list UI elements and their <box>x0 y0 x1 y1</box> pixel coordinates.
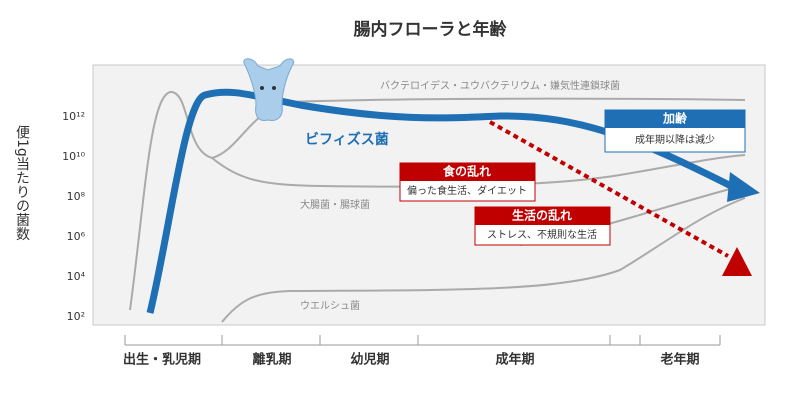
y-tick-label: 10¹² <box>62 110 85 123</box>
y-tick-label: 10⁸ <box>67 190 86 203</box>
decline-head <box>722 247 752 276</box>
callout-header <box>400 163 535 181</box>
callout-title: 加齢 <box>662 111 688 126</box>
callout-text: 成年期以降は減少 <box>635 133 715 146</box>
mascot <box>243 58 294 121</box>
y-axis-label: 便1g当たりの菌数 <box>14 125 30 241</box>
callout-life: 生活の乱れ ストレス、不規則な生活 <box>474 206 611 246</box>
y-tick-label: 10⁴ <box>67 270 86 283</box>
bacteroides-curve <box>129 90 746 311</box>
stage-label: 幼児期 <box>350 352 389 368</box>
callout-text: ストレス、不規則な生活 <box>487 228 597 241</box>
title: 腸内フローラと年齢 <box>354 19 508 40</box>
stage-label: 出生・乳児期 <box>123 352 201 368</box>
decline-arrow <box>489 120 729 258</box>
callout-diet: 食の乱れ 偏った食生活、ダイエット <box>399 162 536 202</box>
stage-label: 成年期 <box>495 352 534 368</box>
curve-label: ビフィズス菌 <box>305 131 389 148</box>
mascot-eye <box>272 86 276 90</box>
curve-label: ウエルシュ菌 <box>300 300 360 312</box>
arrow-head <box>727 172 760 202</box>
stage-label: 離乳期 <box>252 352 291 368</box>
callout-aging: 加齢 成年期以降は減少 <box>604 109 746 153</box>
bifidus-curve <box>146 88 737 314</box>
stage-brackets <box>124 335 721 346</box>
y-tick-label: 10² <box>67 310 85 323</box>
callout-title: 食の乱れ <box>442 164 491 179</box>
curve-label: バクテロイデス・ユウバクテリウム・嫌気性連鎖球菌 <box>380 79 620 92</box>
mascot-body <box>243 58 294 121</box>
curve-label: 大腸菌・腸球菌 <box>300 198 370 211</box>
callout-title: 生活の乱れ <box>512 208 572 223</box>
y-tick-label: 10¹⁰ <box>62 150 85 163</box>
y-tick-label: 10⁶ <box>67 230 86 243</box>
mascot-eye <box>260 86 264 90</box>
stage-label: 老年期 <box>659 352 699 368</box>
callout-header <box>475 207 610 225</box>
callout-text: 偏った食生活、ダイエット <box>407 184 527 197</box>
callout-header <box>605 110 745 128</box>
